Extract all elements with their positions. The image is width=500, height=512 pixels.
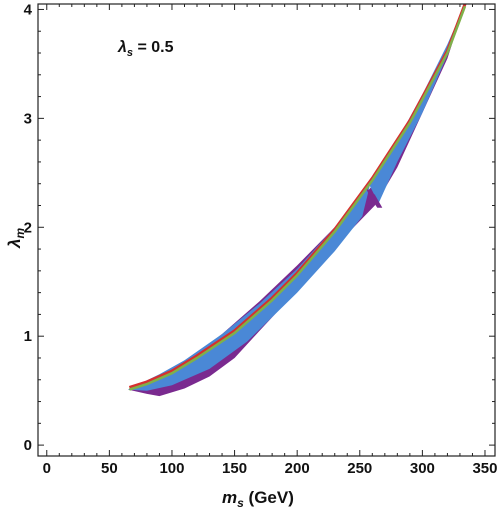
annotation-value: = 0.5 xyxy=(133,39,174,56)
x-tick-label-0: 0 xyxy=(43,460,51,477)
annotation-symbol: λ xyxy=(117,39,127,56)
region-purple-0 xyxy=(128,4,465,397)
plot-frame xyxy=(37,3,496,457)
region-purple-2 xyxy=(366,188,383,208)
x-tick-label-50: 50 xyxy=(101,460,118,477)
x-tick-label-100: 100 xyxy=(159,460,184,477)
y-tick-label-4: 4 xyxy=(24,1,33,18)
curve-green xyxy=(129,5,467,391)
region-blue-1 xyxy=(128,4,465,391)
x-axis-label: ms (GeV) xyxy=(222,488,294,510)
annotation-subscript: s xyxy=(127,47,133,59)
xlabel-symbol: m xyxy=(222,488,237,507)
x-tick-label-150: 150 xyxy=(222,460,247,477)
y-tick-label-1: 1 xyxy=(24,328,32,345)
x-tick-label-350: 350 xyxy=(472,460,497,477)
regions-layer xyxy=(128,4,465,397)
y-axis-label: λm xyxy=(5,228,27,249)
curve-red xyxy=(128,3,467,389)
lines-layer xyxy=(128,3,467,391)
y-tick-label-3: 3 xyxy=(24,110,32,127)
ticks-layer xyxy=(38,4,495,456)
xlabel-subscript: s xyxy=(237,496,244,510)
ylabel-subscript: m xyxy=(13,228,27,239)
labels-layer: 0 50 100 150 200 250 300 350 0 1 2 3 4 xyxy=(24,1,498,477)
y-tick-label-2: 2 xyxy=(24,219,32,236)
ylabel-symbol: λ xyxy=(5,239,24,249)
lambda-s-annotation: λs = 0.5 xyxy=(117,39,174,59)
x-tick-label-300: 300 xyxy=(410,460,435,477)
x-tick-label-200: 200 xyxy=(285,460,310,477)
x-tick-label-250: 250 xyxy=(347,460,372,477)
y-tick-label-0: 0 xyxy=(24,437,32,454)
xlabel-unit: (GeV) xyxy=(244,488,294,507)
